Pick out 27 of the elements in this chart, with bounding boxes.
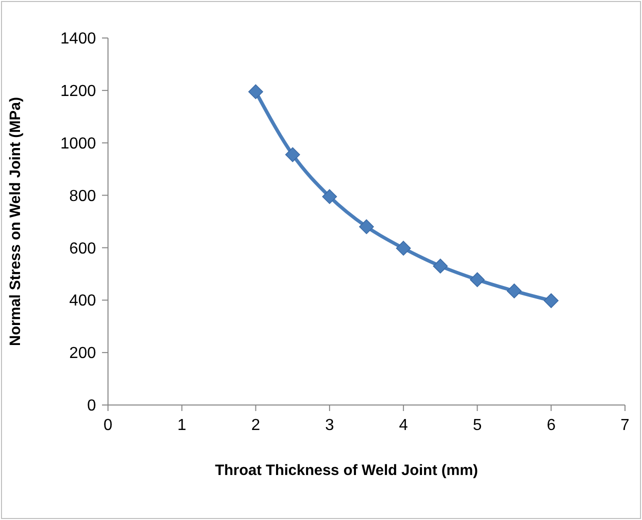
point <box>470 272 485 288</box>
x-tick-label: 1 <box>177 417 186 434</box>
point <box>248 84 264 100</box>
point <box>432 258 448 274</box>
y-tick-label: 600 <box>69 240 96 258</box>
x-tick-label: 5 <box>472 417 482 434</box>
point <box>322 189 337 204</box>
y-tick-label: 400 <box>69 292 96 310</box>
y-tick-label: 200 <box>69 345 96 362</box>
x-tick-label: 6 <box>546 417 556 434</box>
point <box>396 240 411 256</box>
x-tick-label: 4 <box>398 417 408 434</box>
point <box>544 293 559 308</box>
y-tick-label: 800 <box>69 188 96 205</box>
x-tick-label: 3 <box>325 417 334 434</box>
x-tick-label: 7 <box>620 417 630 434</box>
y-axis-title: Normal Stress on Weld Joint (MPa) <box>7 97 24 346</box>
y-tick-label: 1200 <box>60 83 96 100</box>
x-tick-label: 0 <box>104 417 113 434</box>
point <box>359 219 374 234</box>
x-axis-title: Throat Thickness of Weld Joint (mm) <box>214 462 478 479</box>
y-tick-label: 0 <box>87 398 96 415</box>
x-tick-label: 2 <box>251 417 260 434</box>
point <box>285 147 300 162</box>
y-tick-label: 1400 <box>60 30 96 48</box>
point <box>506 284 522 298</box>
y-tick-label: 1000 <box>60 135 96 152</box>
